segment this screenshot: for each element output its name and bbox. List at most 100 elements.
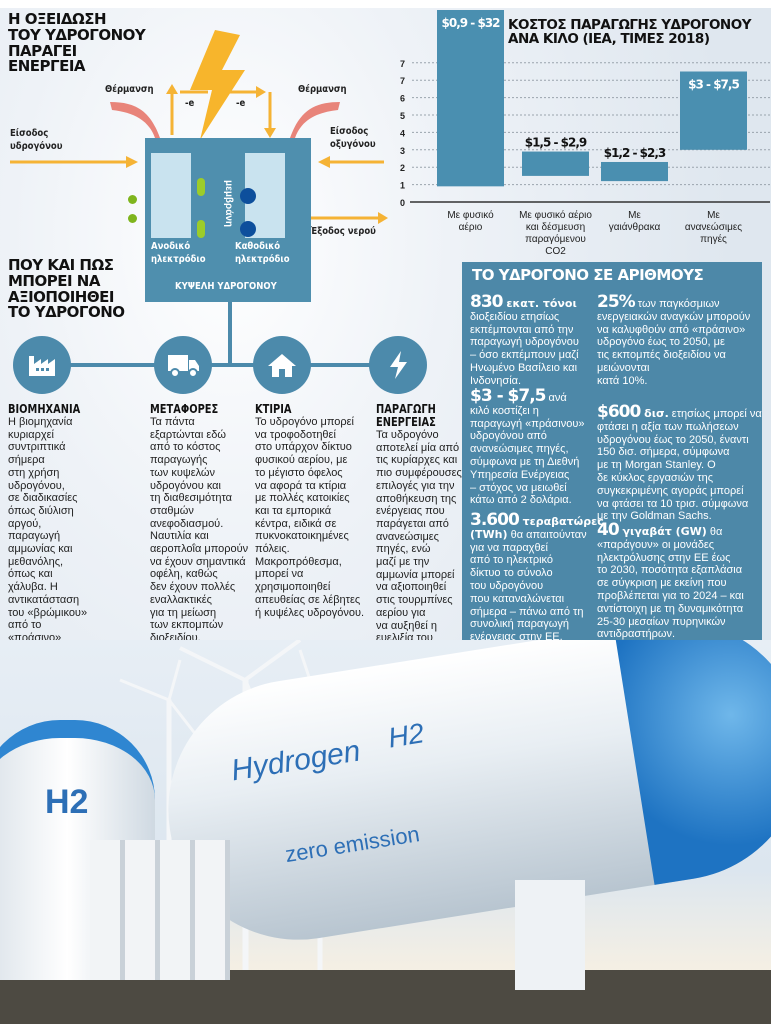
x-tick-line: Με φυσικό αέριο [519,209,592,221]
y-tick-label: 7 [400,76,405,86]
bar [522,151,589,176]
y-tick-label: 4 [400,128,405,138]
heat-left-label: Θέρμανση [105,84,154,95]
stat-value: 25% [597,292,636,312]
tank-support [515,880,585,990]
use-title: ΠΑΡΑΓΩΓΗ ΕΝΕΡΓΕΙΑΣ [376,402,436,429]
data-label: $1,2 - $2,3 [604,146,666,160]
x-tick-line: αέριο [459,221,483,233]
use-text: Τα υδρογόνο αποτελεί μία από τις κυρίαρχ… [376,429,462,657]
use-title: ΒΙΟΜΗΧΑΝΙΑ [8,402,81,416]
stat-value: $3 - $7,5 [470,386,546,406]
membrane-label: μεμβράνη [223,179,235,228]
x-tick-label: Με φυσικό αέριο και δέσμευση παραγόμενου CO… [519,209,592,257]
oxygen-input-label: Είσοδος οξυγόνου [330,126,376,150]
oxygen-atom [240,188,256,204]
stat-item: 25% των παγκόσμιων ενεργειακών αναγκών μ… [597,294,751,388]
anode-coil [151,153,191,238]
use-transport: ΜΕΤΑΦΟΡΕΣ Τα πάντα εξαρτώνται εδώ από το … [150,403,248,645]
tank-slogan: zero emission [283,821,422,868]
stat-value: 830 [470,292,503,312]
diagram-title: Η ΟΞΕΙΔΩΣΗ ΤΟΥ ΥΔΡΟΓΟΝΟΥ ΠΑΡΑΓΕΙ ΕΝΕΡΓΕΙ… [8,10,146,76]
stat-value: 3.600 [470,510,520,530]
hydrogen-atom [197,220,205,238]
large-tank-label: Hydrogen [228,734,363,788]
stat-unit: τεραβατώρες (TWh) [470,515,604,541]
y-tick-label: 6 [400,94,405,104]
large-tank-h2: H2 [385,717,427,754]
diagram-arrows [10,30,388,224]
connector-line [228,302,232,366]
stat-text: θα «παράγουν» οι μονάδες ηλεκτρόλυσης στ… [597,526,744,641]
fuel-cell: μεμβράνη Ανοδικό ηλεκτρόδιο Καθοδικό ηλε… [145,138,311,302]
stat-text: ετησίως μπορεί να φτάσει η αξία των πωλή… [597,408,762,523]
water-output-label: Έξοδος νερού [310,226,376,237]
x-tick-label: Με φυσικό αέριο [447,209,494,233]
x-tick-line: πηγές [700,233,727,245]
use-buildings: ΚΤΙΡΙΑ Το υδρογόνο μπορεί να τροφοδοτηθεί… [255,403,364,619]
x-tick-label: Με ανανεώσιμες πηγές [685,210,742,245]
stat-item: 40 γιγαβάτ (GW) θα «παράγουν» οι μονάδες… [597,522,744,641]
stat-text: ανά κιλό κοστίζει η παραγωγή «πράσινου» … [470,392,585,507]
data-label: $1,5 - $2,9 [525,136,587,150]
stat-value: 40 [597,520,620,540]
uses-title: ΠΟΥ ΚΑΙ ΠΩΣ ΜΠΟΡΕΙ ΝΑ ΑΞΙΟΠΟΙΗΘΕΙ ΤΟ ΥΔΡ… [8,256,125,322]
bar [437,10,504,187]
x-tick-line: Με φυσικό [447,209,494,221]
oxygen-atom [240,221,256,237]
tank-end-cap [613,640,771,885]
x-tick-line: ανανεώσιμες [685,221,742,233]
truck-icon [154,336,212,394]
hydrogen-atom [197,178,205,196]
small-tank-label: H2 [45,783,89,821]
use-text: Το υδρογόνο μπορεί να τροφοδοτηθεί στο υ… [255,416,365,619]
x-tick-line: και δέσμευση [526,221,585,233]
hydrogen-input-label: Είσοδος υδρογόνου [10,128,63,152]
use-title: ΚΤΙΡΙΑ [255,402,292,416]
connector-line [42,363,398,367]
storage-modules [90,840,230,980]
stat-item: 3.600 τεραβατώρες (TWh) θα απαιτούνταν γ… [470,512,604,644]
x-tick-line: Με [628,210,641,221]
use-title: ΜΕΤΑΦΟΡΕΣ [150,402,219,416]
data-label: $0,9 - $32 [442,16,501,30]
stat-unit: εκατ. τόνοι [502,297,577,310]
stat-text: διοξειδίου ετησίως εκπέμπονται από την π… [470,310,579,387]
electron-left-label: -e [185,98,195,109]
x-tick-line: Με [707,210,720,221]
data-label: $3 - $7,5 [688,78,739,92]
heat-left-icon [110,102,160,138]
use-energy: ΠΑΡΑΓΩΓΗ ΕΝΕΡΓΕΙΑΣ Τα υδρογόνο αποτελεί μ… [376,403,462,658]
stat-unit: δισ. [640,407,669,420]
house-icon [253,336,311,394]
y-tick-label: 1 [400,181,405,191]
cost-chart: 0 1 2 3 4 5 6 7 7 $0,9 - $32 Με φυσικό αέριο $1,5 - … [400,10,770,257]
chart-title: ΚΟΣΤΟΣ ΠΑΡΑΓΩΓΗΣ ΥΔΡΟΓΟΝΟΥ ΑΝΑ ΚΙΛΟ (IEA… [508,17,751,48]
x-tick-line: γαιάνθρακα [609,221,661,233]
hydrogen-tanks-photo: H2 Hydrogen H2 zero emission [0,640,771,1024]
x-tick-label: Με γαιάνθρακα [609,210,661,233]
fuel-cell-label: ΚΥΨΕΛΗ ΥΔΡΟΓΟΝΟΥ [175,281,277,292]
y-tick-label: 0 [400,198,405,208]
stat-item: 830 εκατ. τόνοι διοξειδίου ετησίως εκπέμ… [470,294,579,388]
bar [680,71,747,150]
electron-right-label: -e [236,98,246,109]
factory-icon [13,336,71,394]
use-text: Τα πάντα εξαρτώνται εδώ από το κόστος πα… [150,416,249,644]
lightning-bolt-icon [190,30,245,140]
anode-label: Ανοδικό ηλεκτρόδιο [151,241,206,265]
stat-item: $3 - $7,5 ανά κιλό κοστίζει η παραγωγή «… [470,388,585,507]
y-tick-label: 7 [400,59,405,69]
x-tick-line: CO2 [545,246,566,257]
y-tick-label: 2 [400,163,405,173]
stat-text: των παγκόσμιων ενεργειακών αναγκών μπορο… [597,298,751,387]
heat-right-icon [290,102,340,138]
y-tick-label: 5 [400,111,405,121]
hydrogen-molecule [128,195,137,204]
lightning-icon [369,336,427,394]
stats-title: ΤΟ ΥΔΡΟΓΟΝΟ ΣΕ ΑΡΙΘΜΟΥΣ [472,266,704,284]
stat-value: $600 [597,402,641,422]
stat-text: θα απαιτούνταν για να παραχθεί από το ηλ… [470,528,587,644]
x-tick-line: παραγόμενου [525,233,586,245]
bar [601,161,668,182]
